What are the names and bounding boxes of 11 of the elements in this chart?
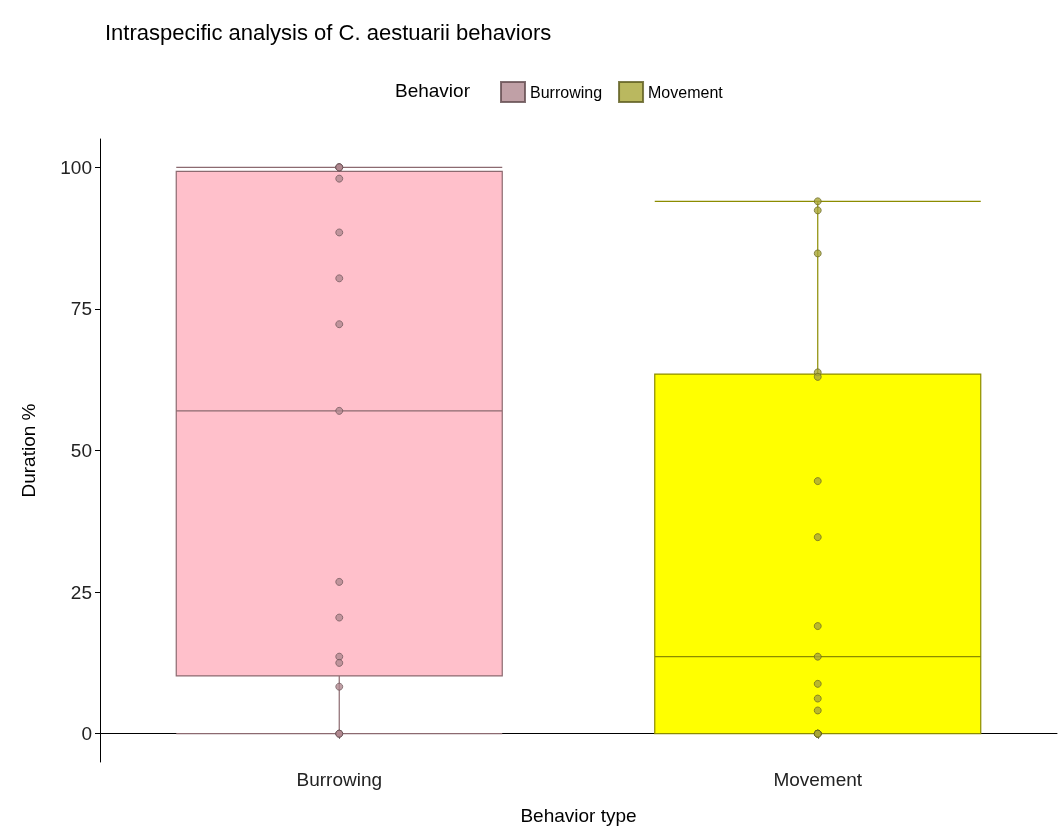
- legend-label: Burrowing: [530, 83, 603, 101]
- chart-title: Intraspecific analysis of C. aestuarii behaviors: [105, 19, 552, 45]
- y-tick-label: 100: [60, 156, 92, 178]
- legend-title: Behavior: [395, 80, 471, 101]
- y-tick-label: 75: [70, 298, 92, 320]
- legend-label: Movement: [648, 83, 724, 101]
- y-tick-label: 50: [70, 440, 92, 461]
- x-axis-title: Behavior type: [520, 805, 637, 826]
- y-tick-label: 0: [81, 723, 92, 745]
- y-tick-label: 25: [70, 581, 92, 603]
- y-axis-title: Duration %: [18, 403, 39, 498]
